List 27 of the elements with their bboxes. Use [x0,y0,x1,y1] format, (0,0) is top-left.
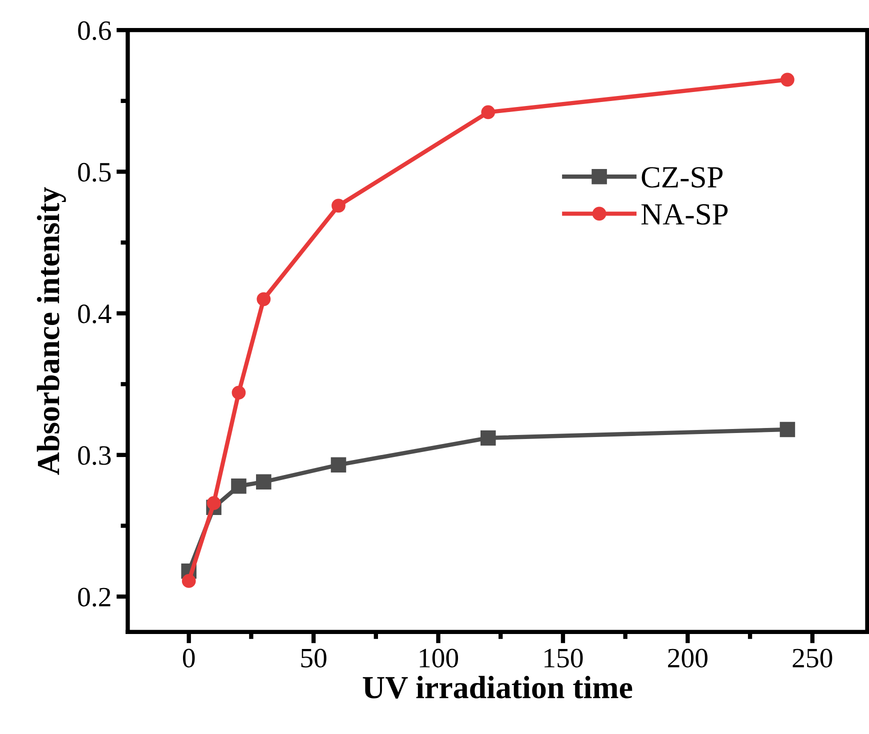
y-tick-label: 0.4 [78,304,112,324]
point [256,474,272,490]
point [480,430,496,446]
y-tick-label: 0.3 [78,446,111,465]
point [256,292,271,306]
point [232,386,246,400]
point [330,457,346,473]
point [481,105,496,120]
legend-label: NA-SP [641,204,728,225]
point [206,496,221,510]
x-tick-label: 50 [301,648,326,668]
point [780,72,794,87]
point [231,478,246,494]
legend-label: CZ-SP [642,167,723,188]
x-tick-label: 200 [668,648,708,668]
x-tick-label: 250 [792,648,832,668]
x-tick-label: 150 [544,648,583,668]
y-tick-label: 0.6 [78,21,111,40]
x-tick-label: 0 [182,648,195,668]
x-axis-title: UV irradiation time [362,676,632,699]
y-axis-title: Absorbance intensity [36,187,66,475]
x-tick-label: 100 [420,648,458,668]
point [182,574,196,588]
y-tick-label: 0.2 [78,588,110,607]
y-tick-label: 0.5 [78,162,111,182]
point [780,422,796,438]
point [332,198,346,213]
